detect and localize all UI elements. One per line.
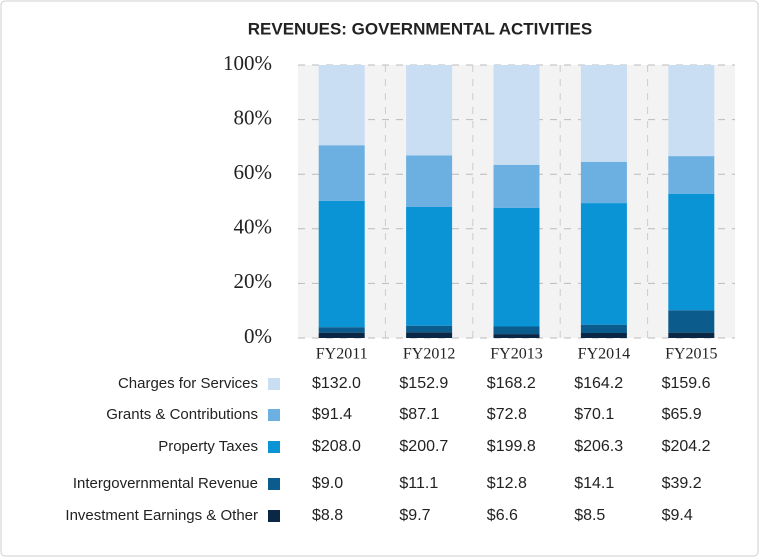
x-tick-label: FY2015 [665, 346, 717, 363]
bar-segment [318, 200, 365, 328]
table-value: $65.9 [662, 406, 702, 423]
table-value: $8.5 [574, 507, 605, 524]
x-tick-label: FY2013 [490, 346, 542, 363]
bar-segment [406, 65, 453, 156]
legend-label: Investment Earnings & Other [65, 507, 258, 524]
table-value: $164.2 [574, 375, 623, 392]
bar-segment [318, 65, 365, 146]
table-value: $200.7 [399, 438, 448, 455]
bar-segment [580, 332, 627, 338]
table-value: $6.6 [487, 507, 518, 524]
table-value: $199.8 [487, 438, 536, 455]
table-value: $11.1 [399, 475, 438, 492]
legend-swatch [268, 478, 280, 490]
table-value: $12.8 [487, 475, 527, 492]
legend-label: Intergovernmental Revenue [73, 475, 258, 492]
bar-segment [580, 324, 627, 333]
table-value: $132.0 [312, 375, 361, 392]
x-tick-label: FY2014 [578, 346, 630, 363]
y-tick-label: 40% [234, 215, 273, 239]
bar-segment [493, 207, 540, 327]
table-value: $14.1 [574, 475, 614, 492]
legend-swatch [268, 510, 280, 522]
y-tick-label: 60% [234, 160, 273, 184]
table-value: $168.2 [487, 375, 536, 392]
legend-label: Charges for Services [118, 375, 258, 392]
bar-segment [406, 206, 453, 326]
bar-segment [406, 155, 453, 207]
bar-segment [668, 65, 715, 157]
table-value: $87.1 [399, 406, 439, 423]
bar-segment [668, 156, 715, 194]
table-value: $9.4 [662, 507, 693, 524]
table-value: $9.7 [399, 507, 430, 524]
x-tick-label: FY2011 [316, 346, 368, 363]
legend-swatch [268, 378, 280, 390]
y-tick-label: 0% [244, 324, 272, 348]
bar-segment [580, 203, 627, 325]
table-value: $208.0 [312, 438, 361, 455]
bar-segment [668, 310, 715, 333]
y-tick-label: 80% [234, 105, 273, 129]
x-tick-label: FY2012 [403, 346, 455, 363]
bar-segment [668, 332, 715, 338]
table-value: $70.1 [574, 406, 614, 423]
bar-segment [318, 145, 365, 201]
y-tick-label: 20% [234, 269, 273, 293]
bar-segment [406, 325, 453, 333]
bar-segment [493, 65, 540, 165]
legend-label: Property Taxes [158, 438, 258, 455]
bar-segment [668, 193, 715, 311]
table-value: $9.0 [312, 475, 343, 492]
table-value: $72.8 [487, 406, 527, 423]
chart-title: REVENUES: GOVERNMENTAL ACTIVITIES [248, 19, 592, 38]
table-value: $152.9 [399, 375, 448, 392]
bar-segment [318, 332, 365, 338]
table-value: $39.2 [662, 475, 702, 492]
bar-segment [406, 332, 453, 338]
bar-segment [493, 164, 540, 208]
y-tick-label: 100% [223, 51, 272, 75]
bar-segment [493, 326, 540, 335]
table-value: $159.6 [662, 375, 711, 392]
bar-segment [580, 161, 627, 204]
table-value: $204.2 [662, 438, 711, 455]
bar-segment [580, 65, 627, 162]
legend-label: Grants & Contributions [106, 406, 258, 423]
bar-segment [493, 334, 540, 338]
bar-segment [318, 327, 365, 333]
legend-swatch [268, 409, 280, 421]
table-value: $8.8 [312, 507, 343, 524]
legend-swatch [268, 441, 280, 453]
table-value: $206.3 [574, 438, 623, 455]
table-value: $91.4 [312, 406, 352, 423]
